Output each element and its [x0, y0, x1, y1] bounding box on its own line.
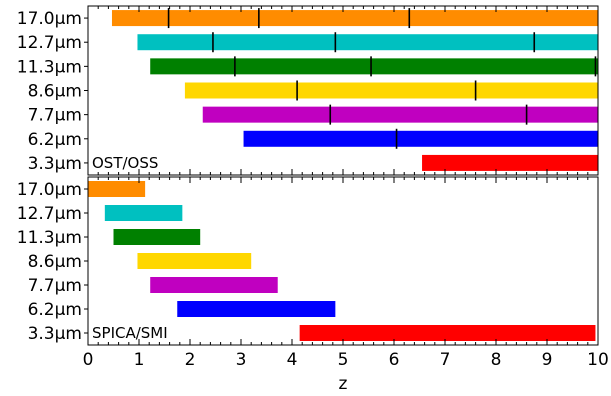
bar-6-2um	[177, 301, 336, 317]
x-axis: 0 1 2 3 4 5 6 7 8 9 10 z	[83, 350, 609, 394]
x-tick-label: 3	[236, 350, 247, 370]
bar-12-7um	[104, 205, 183, 221]
y-tick-label: 11.3μm	[17, 57, 82, 77]
bar-17-0um	[88, 181, 146, 197]
panel-label: SPICA/SMI	[92, 324, 168, 342]
x-tick-label: 10	[587, 350, 609, 370]
x-axis-label: z	[339, 374, 348, 394]
panel-ost-oss: 3.3μm 6.2μm 7.7μm 8.6μm 11.3μm 12.7μm 17.0μm OS…	[17, 5, 599, 176]
x-tick-label: 5	[338, 350, 349, 370]
x-tick-label: 7	[440, 350, 451, 370]
bar-7-7um	[202, 106, 598, 123]
y-tick-label: 12.7μm	[17, 33, 82, 53]
panel-label: OST/OSS	[92, 154, 158, 172]
y-tick-label: 3.3μm	[28, 154, 82, 174]
y-tick-label: 12.7μm	[17, 204, 82, 224]
y-tick-label: 7.7μm	[28, 106, 82, 126]
y-tick-label: 17.0μm	[17, 9, 82, 29]
y-tick-label: 6.2μm	[28, 300, 82, 320]
bar-11-3um	[150, 58, 598, 75]
x-tick-label: 2	[185, 350, 196, 370]
y-tick-label: 3.3μm	[28, 324, 82, 344]
panel-spica-smi: 3.3μm 6.2μm 7.7μm 8.6μm 11.3μm 12.7μm 17.0μm SP…	[17, 176, 599, 346]
y-tick-label: 11.3μm	[17, 228, 82, 248]
y-tick-label: 7.7μm	[28, 276, 82, 296]
x-tick-label: 9	[542, 350, 553, 370]
bar-7-7um	[150, 277, 278, 293]
y-tick-label: 6.2μm	[28, 130, 82, 150]
x-tick-label: 0	[83, 350, 94, 370]
bar-8-6um	[184, 82, 598, 99]
y-tick-label: 8.6μm	[28, 82, 82, 102]
y-tick-label: 17.0μm	[17, 180, 82, 200]
x-tick-label: 8	[491, 350, 502, 370]
bar-17-0um	[111, 10, 598, 27]
bar-6-2um	[243, 130, 599, 147]
x-tick-label: 4	[287, 350, 298, 370]
bar-8-6um	[137, 253, 252, 269]
y-tick-label: 8.6μm	[28, 252, 82, 272]
bar-3-3um	[422, 154, 598, 171]
bar-12-7um	[137, 34, 598, 51]
bar-11-3um	[113, 229, 201, 245]
x-tick-label: 6	[389, 350, 400, 370]
x-tick-label: 1	[134, 350, 145, 370]
bar-3-3um	[299, 325, 596, 341]
